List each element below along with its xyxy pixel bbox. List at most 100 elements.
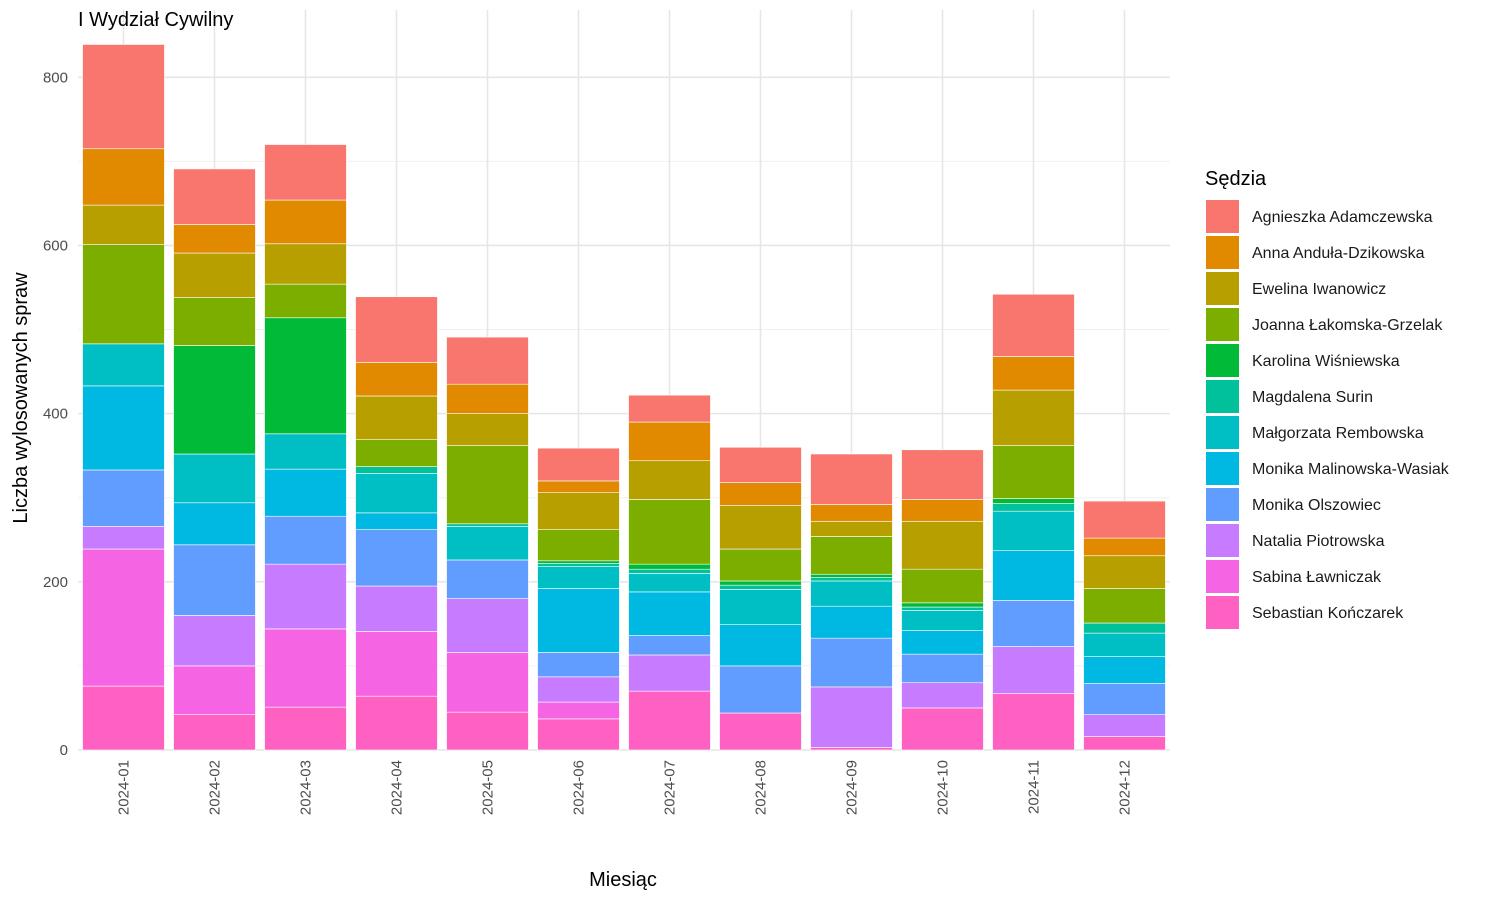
x-tick-label: 2024-04 [389,760,406,815]
bar-segment [82,548,165,687]
bar-segment [264,706,347,751]
bar-segment [537,566,620,589]
bar-segment [628,460,711,500]
bar-segment [1083,656,1166,684]
bar-segment [901,606,984,611]
x-tick-label: 2024-10 [935,760,952,815]
legend-swatch [1206,596,1239,629]
bar-segment [173,502,256,546]
bars [82,44,1166,751]
bar-segment [446,383,529,414]
bar-segment [537,560,620,564]
bar-segment [901,568,984,604]
y-axis-title: Liczba wylosowanych spraw [10,272,32,524]
bar-segment [355,473,438,514]
bar-segment [1083,632,1166,657]
bar-segment [719,589,802,626]
bar-segment [719,624,802,667]
bar-segment [355,362,438,397]
bar-segment [173,615,256,667]
bar-segment [446,598,529,653]
bar-segment [82,44,165,150]
bar-segment [628,499,711,565]
bar-segment [264,283,347,319]
y-tick-label: 200 [43,574,68,591]
bar-segment [810,580,893,607]
legend-swatch [1206,308,1239,341]
legend-label: Sebastian Kończarek [1252,605,1404,622]
bar-segment [446,526,529,561]
bar-segment [446,445,529,525]
bar-segment [173,168,256,225]
bar-segment [264,144,347,201]
bar-segment [537,701,620,720]
y-tick-label: 400 [43,406,68,423]
legend-label: Monika Olszowiec [1252,497,1381,514]
bar-segment [82,343,165,387]
bar-segment [264,199,347,245]
bar-segment [1083,537,1166,557]
bar-segment [1083,736,1166,751]
bar-segment [719,584,802,590]
bar-segment [355,529,438,587]
y-tick-label: 0 [60,742,68,759]
legend-swatch [1206,236,1239,269]
bar-segment [82,148,165,206]
bar-segment [1083,683,1166,715]
bar-segment [446,559,529,599]
bar-segment [537,447,620,482]
legend-swatch [1206,488,1239,521]
x-tick-label: 2024-02 [207,760,224,815]
x-tick-label: 2024-03 [298,760,315,815]
bar-segment [173,224,256,254]
bar-segment [810,536,893,575]
bar-segment [719,580,802,586]
bar-segment [901,449,984,500]
legend-label: Natalia Piotrowska [1252,533,1385,550]
bar-segment [446,711,529,751]
bar-segment [446,336,529,385]
legend-swatch [1206,380,1239,413]
legend-swatch [1206,344,1239,377]
legend-title: Sędzia [1205,168,1267,190]
bar-segment [810,573,893,578]
y-tick-label: 800 [43,69,68,86]
legend-swatch [1206,560,1239,593]
bar-segment [901,630,984,655]
bar-segment [355,585,438,632]
bar-segment [719,482,802,506]
x-tick-label: 2024-08 [753,760,770,815]
bar-segment [810,504,893,522]
x-axis-title: Miesiąc [589,869,657,891]
bar-segment [628,563,711,570]
legend-swatch [1206,200,1239,233]
bar-segment [719,665,802,714]
bar-segment [628,568,711,574]
bar-segment [355,439,438,467]
bar-segment [537,652,620,678]
bar-segment [810,453,893,505]
bar-segment [992,389,1075,446]
bar-segment [810,637,893,688]
bar-segment [992,293,1075,357]
legend-label: Ewelina Iwanowicz [1252,281,1386,298]
bar-segment [537,480,620,493]
bar-segment [173,714,256,751]
bar-segment [719,548,802,582]
bar-segment [719,446,802,483]
bar-segment [992,510,1075,552]
legend-swatch [1206,524,1239,557]
bar-segment [901,653,984,684]
bar-segment [992,503,1075,512]
bar-segment [264,433,347,470]
bar-segment [264,628,347,708]
legend-label: Agnieszka Adamczewska [1252,209,1433,226]
bar-segment [82,244,165,345]
x-axis-ticks: 2024-01 2024-02 2024-03 2024-04 2024-05 2024-… [116,760,1134,815]
bar-segment [355,466,438,474]
bar-segment [992,550,1075,601]
bar-segment [719,712,802,751]
bar-segment [628,394,711,423]
